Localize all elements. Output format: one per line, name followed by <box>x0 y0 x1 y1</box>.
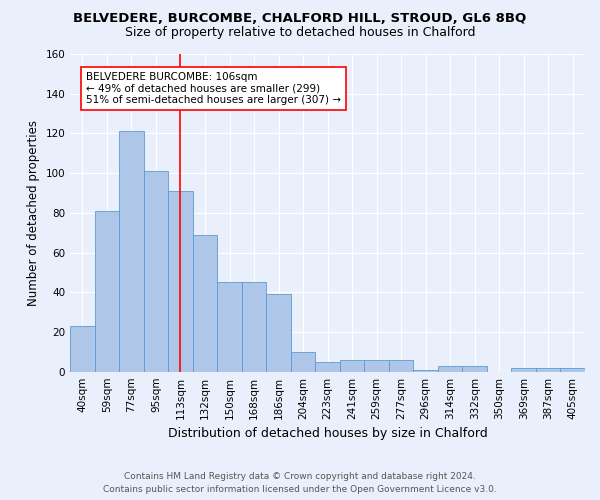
Bar <box>70 326 95 372</box>
Bar <box>511 368 536 372</box>
Bar <box>168 191 193 372</box>
Bar <box>560 368 585 372</box>
Text: Contains HM Land Registry data © Crown copyright and database right 2024.
Contai: Contains HM Land Registry data © Crown c… <box>103 472 497 494</box>
Bar <box>144 171 168 372</box>
Bar <box>364 360 389 372</box>
Y-axis label: Number of detached properties: Number of detached properties <box>27 120 40 306</box>
Bar <box>340 360 364 372</box>
Text: Size of property relative to detached houses in Chalford: Size of property relative to detached ho… <box>125 26 475 39</box>
Text: BELVEDERE BURCOMBE: 106sqm
← 49% of detached houses are smaller (299)
51% of sem: BELVEDERE BURCOMBE: 106sqm ← 49% of deta… <box>86 72 341 105</box>
Bar <box>95 211 119 372</box>
Bar <box>413 370 438 372</box>
Bar <box>217 282 242 372</box>
Text: BELVEDERE, BURCOMBE, CHALFORD HILL, STROUD, GL6 8BQ: BELVEDERE, BURCOMBE, CHALFORD HILL, STRO… <box>73 12 527 26</box>
Bar <box>389 360 413 372</box>
Bar <box>291 352 316 372</box>
Bar <box>463 366 487 372</box>
Bar <box>316 362 340 372</box>
Bar <box>438 366 463 372</box>
Bar <box>266 294 291 372</box>
Bar <box>536 368 560 372</box>
X-axis label: Distribution of detached houses by size in Chalford: Distribution of detached houses by size … <box>168 427 487 440</box>
Bar <box>193 234 217 372</box>
Bar <box>119 132 144 372</box>
Bar <box>242 282 266 372</box>
